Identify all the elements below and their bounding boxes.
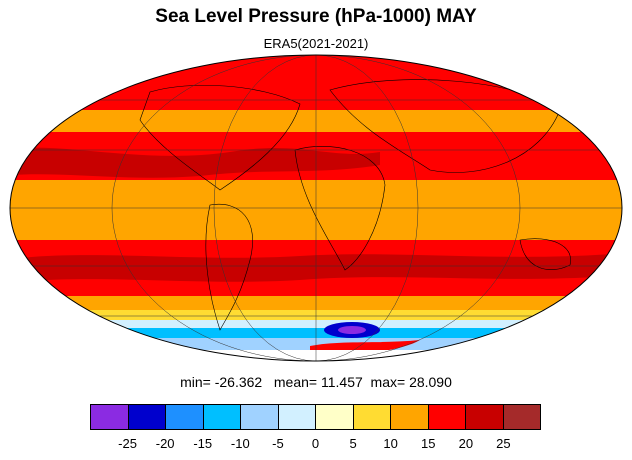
page-title: Sea Level Pressure (hPa-1000) MAY	[155, 6, 477, 27]
colorbar-tick-label: 25	[496, 436, 511, 451]
colorbar-swatch	[466, 405, 504, 429]
colorbar-ticks: -25 -20 -15 -10 -5 0 5 10 15 20 25	[90, 436, 541, 454]
colorbar-swatch	[91, 405, 129, 429]
colorbar-tick-label: -10	[230, 436, 250, 451]
world-map	[9, 54, 623, 362]
colorbar-tick-label: -5	[272, 436, 284, 451]
colorbar-swatch	[278, 405, 316, 429]
mean-label: mean=	[273, 374, 318, 390]
colorbar-tick-label: 0	[311, 436, 320, 451]
australia-outline	[519, 238, 571, 270]
colorbar	[90, 404, 541, 430]
map-border	[9, 54, 623, 362]
low-pressure-center	[338, 326, 366, 334]
colorbar-swatch	[166, 405, 204, 429]
band-north-core	[10, 147, 380, 178]
colorbar-swatch	[391, 405, 429, 429]
graticule	[10, 55, 622, 361]
min-value: -26.362	[214, 374, 263, 390]
page-subtitle: ERA5(2021-2021)	[263, 36, 369, 51]
max-value: 28.090	[409, 374, 452, 390]
min-label: min=	[180, 374, 211, 390]
colorbar-tick-label: -25	[118, 436, 137, 451]
colorbar-tick-label: 15	[421, 436, 436, 451]
mean-value: 11.457	[320, 374, 363, 390]
colorbar-tick-label: 10	[383, 436, 398, 451]
colorbar-swatch	[503, 405, 540, 429]
colorbar-tick-label: -15	[193, 436, 213, 451]
colorbar-tick-label: 5	[349, 436, 357, 451]
max-label: max=	[370, 374, 406, 390]
colorbar-swatch	[241, 405, 279, 429]
stats-line: min= -26.362 mean= 11.457 max= 28.090	[0, 374, 632, 390]
colorbar-swatch	[353, 405, 391, 429]
colorbar-swatch	[428, 405, 466, 429]
north-america-outline	[139, 84, 301, 191]
colorbar-swatch	[203, 405, 241, 429]
colorbar-swatch	[316, 405, 354, 429]
colorbar-swatch	[128, 405, 166, 429]
colorbar-tick-label: 20	[458, 436, 474, 451]
south-america-outline	[205, 203, 253, 331]
colorbar-tick-label: -20	[155, 436, 175, 451]
eurasia-outline	[329, 79, 561, 173]
